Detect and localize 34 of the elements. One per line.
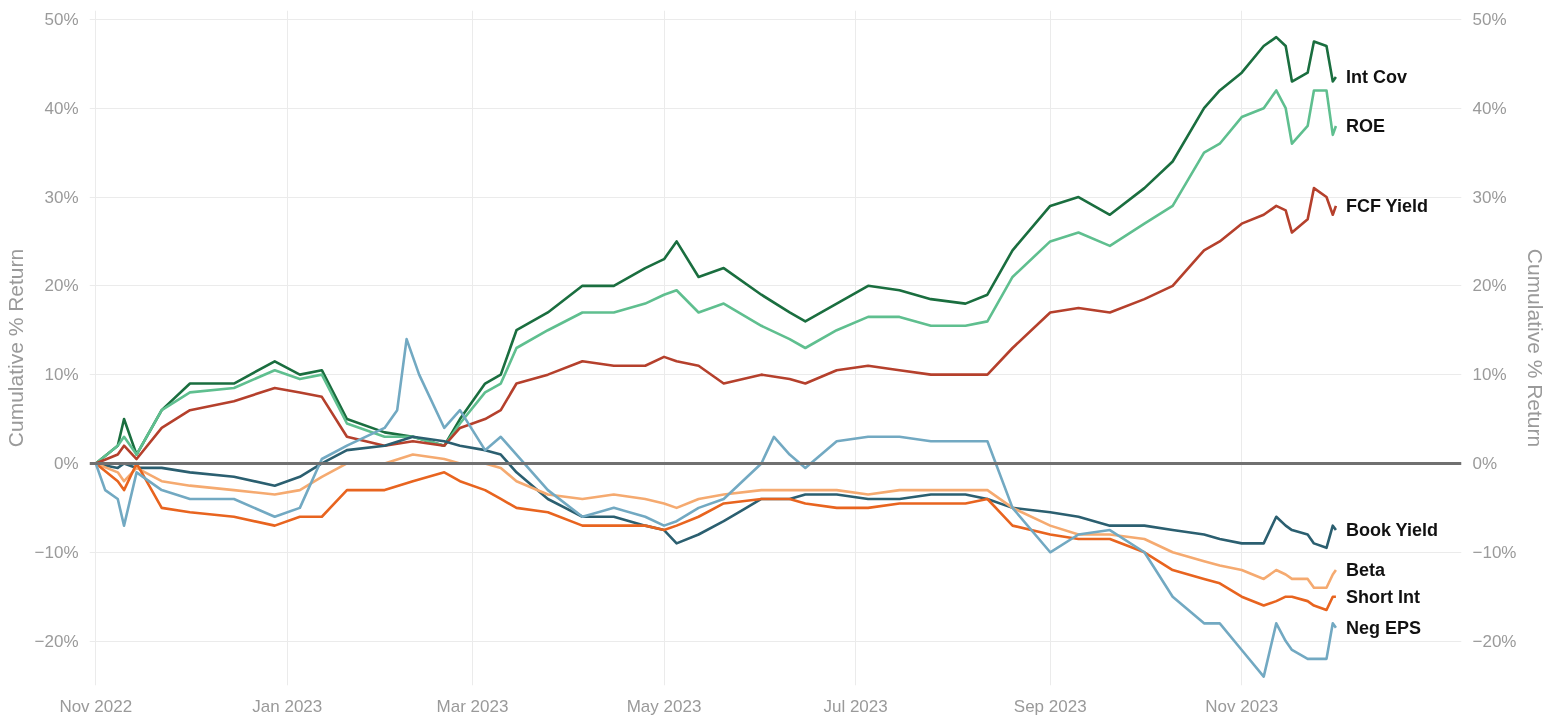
series-label: Book Yield [1345,520,1438,541]
y-axis-title: Cumulative % Return [3,248,27,448]
series-label: Int Cov [1345,67,1407,88]
x-tick-label: Nov 2023 [1205,696,1279,716]
y-tick-label: −20% [34,631,79,651]
series-label: FCF Yield [1345,195,1428,216]
y2-tick-label: 10% [1472,365,1507,385]
x-tick-label: May 2023 [626,696,702,716]
x-tick-label: Jan 2023 [252,696,323,716]
line-series [94,186,1338,465]
y-tick-label: 50% [44,9,79,29]
y2-tick-label: 50% [1472,9,1507,29]
y-tick-label: 30% [44,187,79,207]
y2-tick-label: 40% [1472,98,1507,118]
series-label: Neg EPS [1345,617,1421,638]
y-tick-label: 10% [44,365,79,385]
y-tick-label: 20% [44,276,79,296]
y-tick-label: −10% [34,542,79,562]
y2-tick-label: 30% [1472,187,1507,207]
x-tick-label: Sep 2023 [1013,696,1087,716]
y2-tick-label: −10% [1472,542,1517,562]
y2-tick-label: 0% [1472,453,1498,473]
y-tick-label: 40% [44,98,79,118]
series-label: ROE [1345,115,1385,136]
y2-tick-label: −20% [1472,631,1517,651]
series-label: Beta [1345,560,1386,581]
line-series [94,337,1338,678]
x-tick-label: Nov 2022 [59,696,133,716]
series-label: Short Int [1345,586,1420,607]
y-tick-label: 0% [53,453,79,473]
x-tick-label: Jul 2023 [823,696,888,716]
x-tick-label: Mar 2023 [436,696,509,716]
y2-tick-label: 20% [1472,276,1507,296]
y2-axis-title: Cumulative % Return [1524,248,1548,448]
